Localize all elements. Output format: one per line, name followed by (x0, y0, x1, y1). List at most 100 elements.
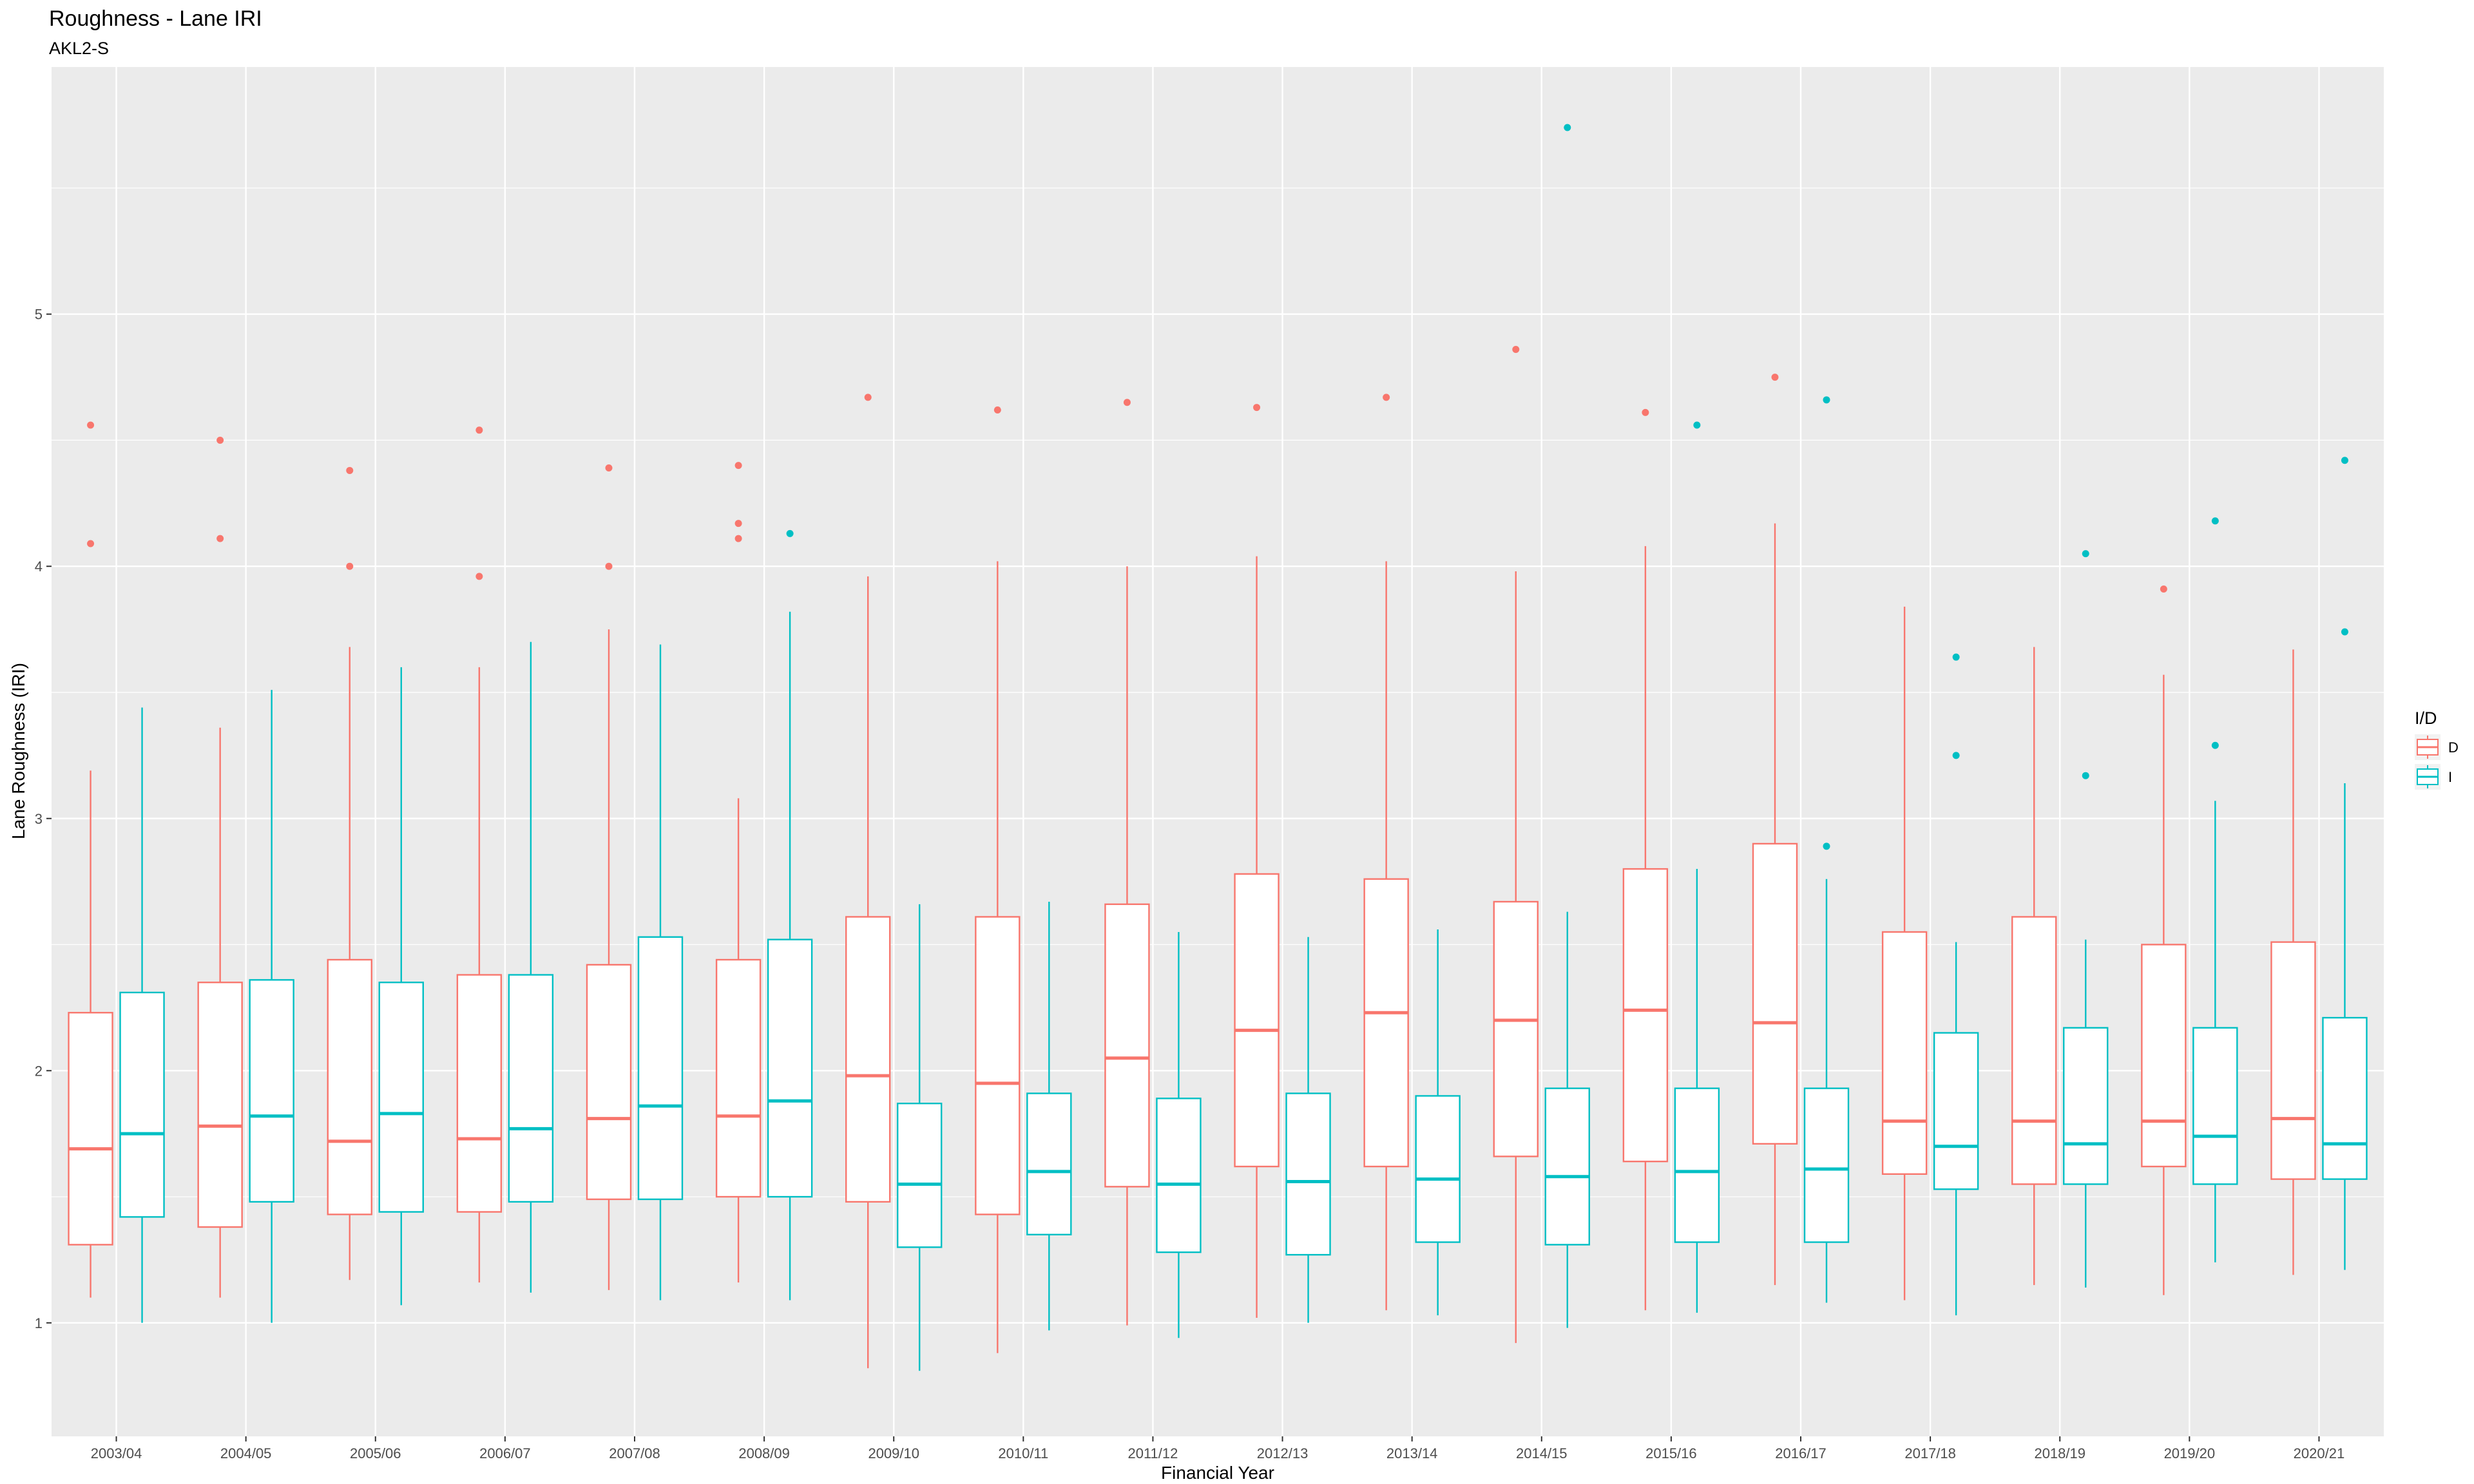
box-I-2020/21 (2322, 457, 2368, 1270)
iqr-box (897, 1102, 943, 1248)
outlier-point (1952, 752, 1960, 759)
outlier-point (475, 573, 483, 580)
iqr-box (2192, 1027, 2238, 1185)
iqr-box (197, 982, 243, 1228)
outlier-point (2082, 772, 2089, 779)
outlier-point (1823, 842, 1830, 850)
box-D-2003/04 (68, 421, 113, 1298)
x-axis-title: Financial Year (1161, 1463, 1274, 1483)
outlier-point (2082, 550, 2089, 558)
box-I-2006/07 (508, 642, 554, 1293)
iqr-box (767, 938, 813, 1198)
chart-title: Roughness - Lane IRI (49, 6, 262, 31)
box-D-2014/15 (1493, 346, 1539, 1344)
box-I-2018/19 (2063, 550, 2109, 1288)
iqr-box (378, 982, 424, 1213)
x-tick-label: 2018/19 (2034, 1445, 2086, 1461)
box-D-2015/16 (1622, 408, 1669, 1311)
outlier-point (2211, 741, 2219, 749)
x-tick-label: 2009/10 (868, 1445, 919, 1461)
iqr-box (1156, 1098, 1202, 1253)
iqr-box (1622, 868, 1669, 1163)
chart-subtitle: AKL2-S (49, 39, 109, 58)
outlier-point (864, 394, 872, 401)
iqr-box (456, 974, 503, 1213)
box-I-2013/14 (1415, 929, 1461, 1316)
x-tick-label: 2010/11 (998, 1445, 1048, 1461)
box-I-2012/13 (1285, 937, 1331, 1323)
x-tick-label: 2014/15 (1516, 1445, 1568, 1461)
x-tick-label: 2015/16 (1645, 1445, 1697, 1461)
outlier-point (2341, 628, 2348, 636)
iqr-box (2063, 1027, 2109, 1185)
plot-panel (52, 67, 2384, 1436)
outlier-point (1564, 124, 1571, 131)
box-I-2009/10 (897, 904, 943, 1371)
outlier-point (734, 520, 742, 528)
outlier-point (1512, 346, 1520, 354)
iqr-box (2011, 916, 2057, 1185)
box-I-2016/17 (1803, 396, 1850, 1303)
legend-label-I: I (2448, 769, 2452, 785)
x-tick-label: 2007/08 (609, 1445, 660, 1461)
outlier-point (2160, 585, 2167, 593)
box-I-2011/12 (1156, 931, 1202, 1338)
box-plots (68, 124, 2368, 1371)
iqr-box (2270, 941, 2316, 1180)
x-tick-label: 2016/17 (1775, 1445, 1827, 1461)
iqr-box (1933, 1032, 1979, 1190)
box-D-2017/18 (1881, 606, 1928, 1300)
outlier-point (1253, 404, 1261, 412)
box-D-2012/13 (1234, 404, 1280, 1318)
outlier-point (346, 562, 354, 570)
iqr-box (1026, 1092, 1072, 1235)
x-tick-label: 2003/04 (91, 1445, 142, 1461)
x-tick-label: 2013/14 (1386, 1445, 1438, 1461)
x-axis: 2003/04 2004/05 2005/06 2006/07 2007/08 2008/… (91, 1436, 2345, 1461)
box-I-2015/16 (1674, 421, 1720, 1313)
box-D-2020/21 (2270, 649, 2316, 1275)
x-tick-label: 2019/20 (2164, 1445, 2216, 1461)
x-tick-label: 2012/13 (1257, 1445, 1309, 1461)
box-D-2007/08 (586, 464, 632, 1290)
outlier-point (1693, 421, 1701, 429)
box-I-2004/05 (249, 690, 294, 1323)
legend-label-D: D (2448, 739, 2459, 756)
outlier-point (2341, 457, 2348, 464)
box-D-2006/07 (456, 426, 503, 1283)
iqr-box (1415, 1095, 1461, 1243)
outlier-point (605, 562, 613, 570)
outlier-point (346, 466, 354, 474)
iqr-box (715, 958, 762, 1198)
iqr-box (1104, 903, 1150, 1188)
iqr-box (975, 916, 1021, 1215)
box-D-2004/05 (197, 436, 243, 1298)
x-tick-label: 2020/21 (2294, 1445, 2345, 1461)
box-I-2003/04 (119, 707, 165, 1323)
legend-title: I/D (2415, 709, 2437, 728)
iqr-box (1234, 873, 1280, 1168)
outlier-point (734, 535, 742, 542)
iqr-box (1803, 1087, 1850, 1243)
outlier-point (1123, 399, 1131, 406)
outlier-point (87, 540, 95, 547)
iqr-box (508, 974, 554, 1203)
box-D-2016/17 (1752, 374, 1798, 1286)
iqr-box (845, 916, 891, 1203)
legend-key-I (2415, 764, 2440, 790)
y-tick-label: 3 (35, 811, 43, 827)
iqr-box (1752, 842, 1798, 1145)
iqr-box (1674, 1087, 1720, 1243)
x-tick-label: 2004/05 (220, 1445, 272, 1461)
x-tick-label: 2011/12 (1127, 1445, 1178, 1461)
iqr-box (1285, 1092, 1331, 1256)
outlier-point (1952, 653, 1960, 661)
x-tick-label: 2006/07 (479, 1445, 531, 1461)
outlier-point (475, 426, 483, 434)
y-axis: 1 2 3 4 5 (35, 307, 52, 1331)
outlier-point (993, 406, 1001, 414)
iqr-box (68, 1012, 113, 1246)
iqr-box (249, 979, 294, 1203)
y-tick-label: 5 (35, 307, 43, 323)
